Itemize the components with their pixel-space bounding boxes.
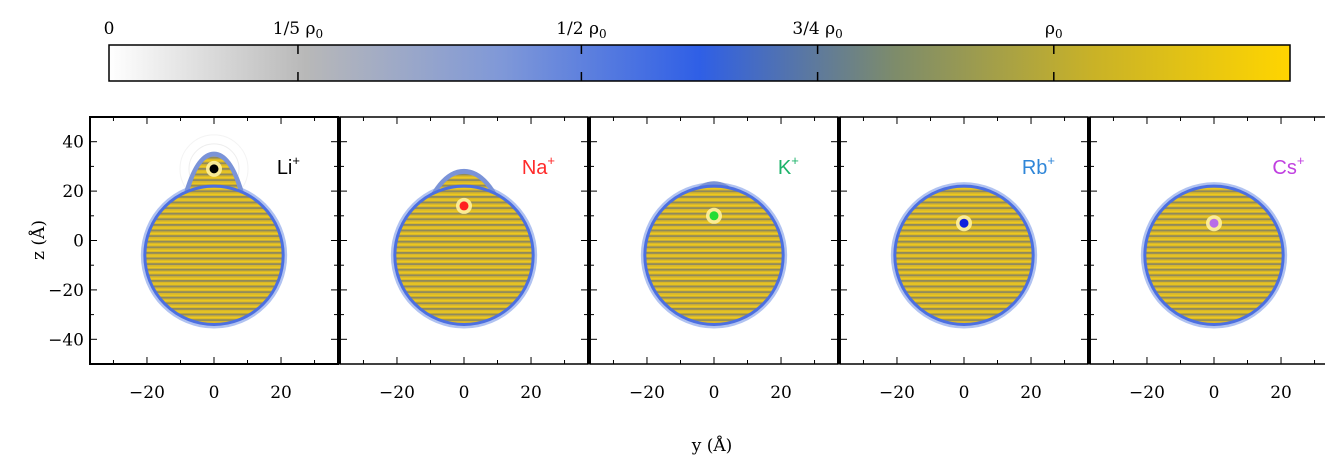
colorbar-tick-label: ρ0 xyxy=(1045,19,1063,41)
panel-divider xyxy=(337,117,341,364)
droplet xyxy=(144,186,284,325)
ion-marker xyxy=(209,164,219,174)
panel-cs: −20 0 20 Cs+ xyxy=(1087,116,1325,403)
x-tick-label: −20 xyxy=(379,383,415,403)
x-tick-label: 0 xyxy=(209,383,220,403)
y-tick-label: 20 xyxy=(62,182,84,202)
x-tick-label: −20 xyxy=(879,383,915,403)
y-tick-label: 40 xyxy=(62,133,84,153)
ion-marker xyxy=(959,218,969,228)
droplet xyxy=(644,186,784,325)
panel-divider xyxy=(587,117,591,364)
ion-label: Li+ xyxy=(277,153,300,179)
x-tick-label: 20 xyxy=(270,383,292,403)
heatmap-panels: −20 0 20 Li+ −20 0 20 Na+ −20 0 20 K+ −20 0 20 Rb+ −20 0 2… xyxy=(48,116,1325,403)
colorbar-gradient xyxy=(108,44,1291,82)
y-tick-label: −40 xyxy=(48,330,84,350)
ion-label: Rb+ xyxy=(1022,153,1055,179)
colorbar-tick-label: 1/2 ρ0 xyxy=(556,19,606,41)
panel-divider xyxy=(1087,117,1091,364)
colorbar-tick-label: 1/5 ρ0 xyxy=(273,19,323,41)
ion-marker xyxy=(459,201,469,211)
x-tick-label: 0 xyxy=(959,383,970,403)
droplet xyxy=(894,186,1034,325)
droplet xyxy=(1144,186,1284,325)
x-tick-label: 0 xyxy=(709,383,720,403)
droplet-edge xyxy=(143,184,285,326)
droplet-edge xyxy=(1143,184,1285,326)
panel-na: −20 0 20 Na+ xyxy=(337,116,589,403)
y-axis-label: z (Å) xyxy=(28,220,49,260)
droplet-edge xyxy=(393,184,535,326)
ion-marker xyxy=(1209,218,1219,228)
ion-label: K+ xyxy=(778,153,799,179)
panel-rb: −20 0 20 Rb+ xyxy=(837,116,1089,403)
colorbar: 0 1/5 ρ0 1/2 ρ0 3/4 ρ0 ρ0 xyxy=(104,19,1291,82)
colorbar-tick-label: 3/4 ρ0 xyxy=(792,19,842,41)
droplet-edge xyxy=(643,184,785,326)
panel-divider xyxy=(837,117,841,364)
x-tick-label: −20 xyxy=(629,383,665,403)
x-tick-label: 0 xyxy=(1209,383,1220,403)
ion-label: Cs+ xyxy=(1272,153,1304,179)
ion-label: Na+ xyxy=(522,153,555,179)
droplet xyxy=(394,186,534,325)
x-tick-label: −20 xyxy=(1129,383,1165,403)
y-tick-label: −20 xyxy=(48,281,84,301)
droplet-edge xyxy=(893,184,1035,326)
panel-li: −20 0 20 Li+ xyxy=(89,116,339,403)
x-tick-label: −20 xyxy=(129,383,165,403)
y-tick-label: 0 xyxy=(73,232,84,252)
x-axis-label: y (Å) xyxy=(691,435,733,456)
x-tick-label: 20 xyxy=(770,383,792,403)
colorbar-tick-label: 0 xyxy=(104,19,115,39)
x-tick-label: 0 xyxy=(459,383,470,403)
x-tick-label: 20 xyxy=(1270,383,1292,403)
x-tick-label: 20 xyxy=(1020,383,1042,403)
panel-k: −20 0 20 K+ xyxy=(587,116,839,403)
ion-marker xyxy=(709,211,719,221)
x-tick-label: 20 xyxy=(520,383,542,403)
